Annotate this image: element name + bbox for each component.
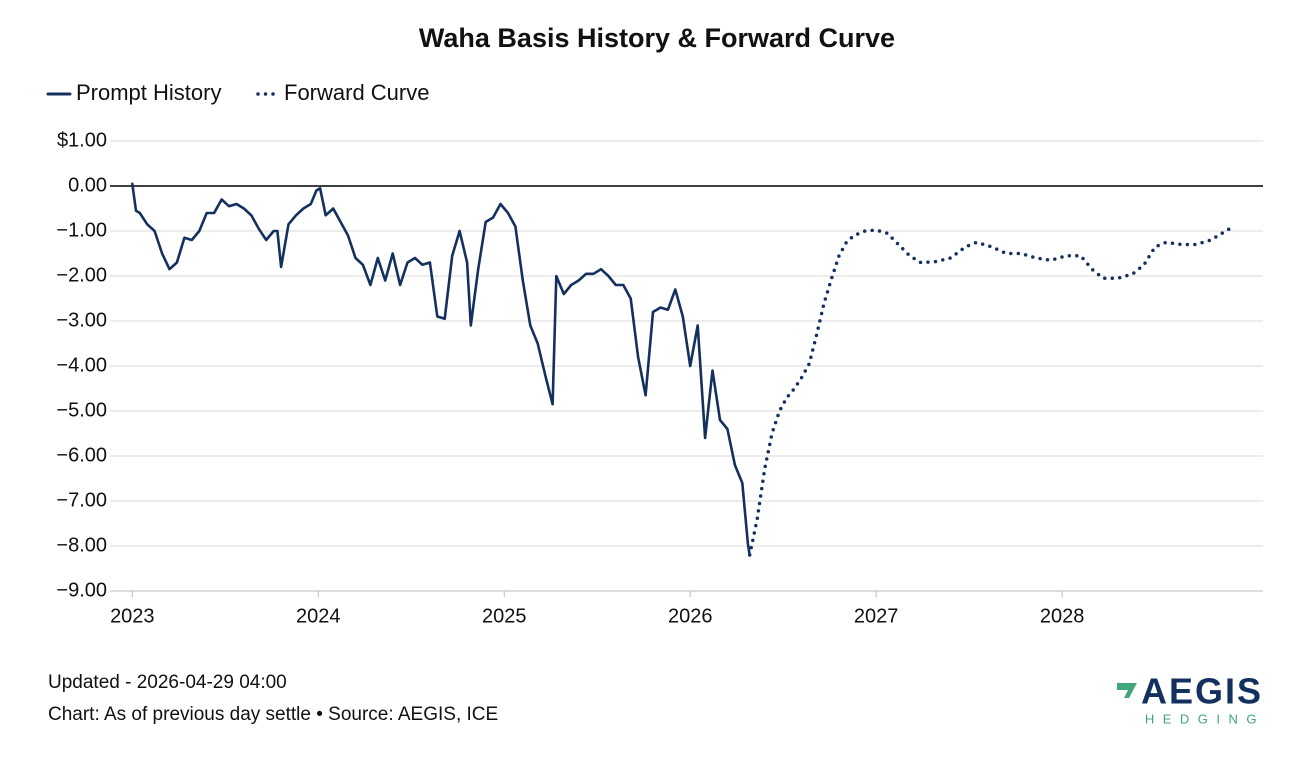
logo-name: AEGIS — [1141, 671, 1263, 712]
legend-label: Prompt History — [76, 80, 221, 105]
x-tick-label: 2027 — [854, 605, 899, 627]
y-tick-label: −6.00 — [56, 444, 107, 466]
legend-label: Forward Curve — [284, 80, 429, 105]
logo-mark — [1117, 683, 1137, 698]
logo: AEGIS HEDGING — [1117, 671, 1265, 726]
x-tick-label: 2026 — [668, 605, 713, 627]
y-tick-label: $1.00 — [57, 129, 107, 151]
y-tick-label: −8.00 — [56, 534, 107, 556]
y-tick-label: −9.00 — [56, 579, 107, 601]
chart-title: Waha Basis History & Forward Curve — [419, 23, 895, 53]
x-tick-label: 2023 — [110, 605, 155, 627]
footer-updated: Updated - 2026-04-29 04:00 — [48, 672, 287, 693]
y-tick-label: −3.00 — [56, 309, 107, 331]
x-tick-label: 2025 — [482, 605, 527, 627]
y-tick-label: −2.00 — [56, 264, 107, 286]
y-tick-label: −5.00 — [56, 399, 107, 421]
x-tick-label: 2028 — [1040, 605, 1085, 627]
series-line — [747, 224, 1235, 557]
y-tick-label: −1.00 — [56, 219, 107, 241]
y-tick-label: 0.00 — [68, 174, 107, 196]
logo-sub: HEDGING — [1145, 711, 1265, 726]
footer-source: Chart: As of previous day settle • Sourc… — [48, 704, 498, 725]
y-tick-label: −4.00 — [56, 354, 107, 376]
x-tick-label: 2024 — [296, 605, 341, 627]
series-line — [131, 182, 751, 557]
y-tick-label: −7.00 — [56, 489, 107, 511]
